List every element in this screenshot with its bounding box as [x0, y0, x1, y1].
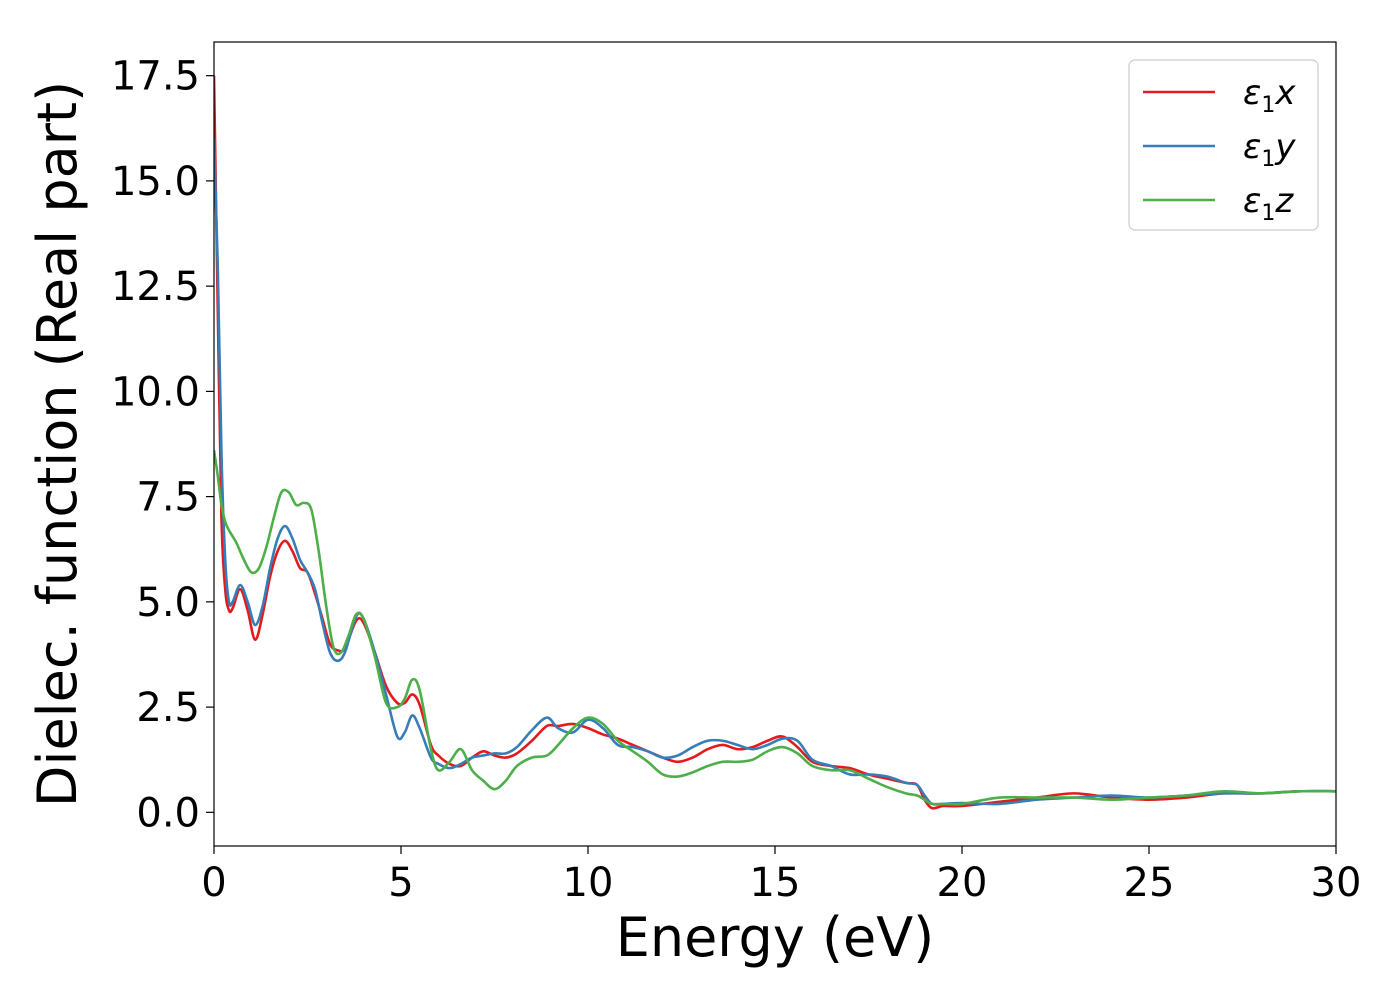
y-tick-label: 10.0 — [111, 369, 200, 415]
legend-label-y: ε1y — [1243, 127, 1296, 172]
legend-subscript: 1 — [1261, 201, 1275, 226]
y-tick-label: 7.5 — [136, 475, 200, 521]
legend-suffix: y — [1274, 127, 1296, 167]
y-tick-label: 0.0 — [136, 790, 200, 836]
x-tick-label: 15 — [750, 860, 801, 906]
x-tick-label: 10 — [563, 860, 614, 906]
y-axis-ticks: 0.0 2.5 5.0 7.5 10.0 12.5 15.0 17.5 — [111, 54, 214, 836]
legend-symbol: ε — [1243, 73, 1261, 113]
legend-symbol: ε — [1243, 181, 1261, 221]
legend-subscript: 1 — [1261, 147, 1275, 172]
legend-suffix: x — [1274, 73, 1296, 113]
y-tick-label: 2.5 — [136, 685, 200, 731]
x-tick-label: 0 — [201, 860, 226, 906]
x-tick-label: 25 — [1124, 860, 1175, 906]
x-tick-label: 30 — [1311, 860, 1362, 906]
legend-label-z: ε1z — [1243, 181, 1294, 226]
series-line-y — [214, 138, 1336, 806]
x-tick-label: 5 — [388, 860, 413, 906]
y-axis-title: Dielec. function (Real part) — [26, 81, 89, 807]
x-tick-label: 20 — [937, 860, 988, 906]
y-tick-label: 17.5 — [111, 54, 200, 100]
x-axis-title: Energy (eV) — [616, 906, 935, 969]
legend-subscript: 1 — [1261, 93, 1275, 118]
x-axis-ticks: 0 5 10 15 20 25 30 — [201, 846, 1361, 906]
legend-suffix: z — [1274, 181, 1294, 221]
y-tick-label: 12.5 — [111, 264, 200, 310]
series-line-z — [214, 450, 1336, 806]
legend-symbol: ε — [1243, 127, 1261, 167]
y-tick-label: 15.0 — [111, 159, 200, 205]
legend-label-x: ε1x — [1243, 73, 1296, 118]
y-tick-label: 5.0 — [136, 580, 200, 626]
legend-box — [1128, 59, 1319, 231]
series-layer — [214, 75, 1336, 810]
